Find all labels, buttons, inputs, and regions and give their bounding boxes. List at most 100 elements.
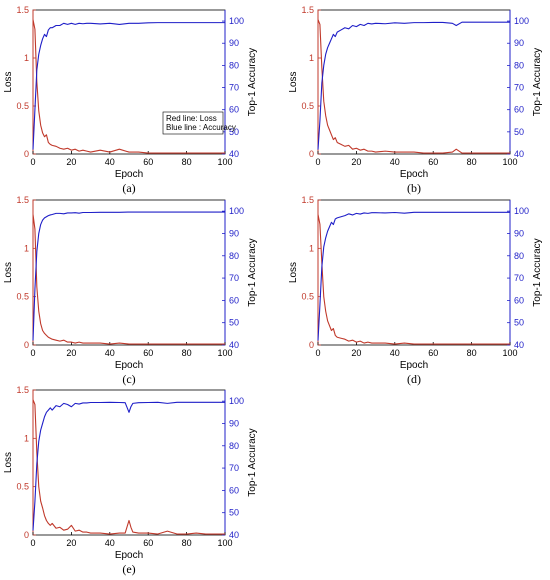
right-tick-label: 100 xyxy=(514,206,529,216)
left-tick-label: 0 xyxy=(309,149,314,159)
x-tick-label: 100 xyxy=(217,348,232,358)
x-tick-label: 0 xyxy=(30,157,35,167)
right-tick-label: 70 xyxy=(229,273,239,283)
right-tick-label: 40 xyxy=(229,340,239,350)
chart-panel-5: 0 20 40 60 80 100 0 0.5 1 1.5 40 50 60 70 80 90 100 Epoch… xyxy=(3,385,258,576)
y-axis-label-right: Top-1 Accuracy xyxy=(532,48,543,116)
x-tick-label: 20 xyxy=(66,348,76,358)
panel-caption: (d) xyxy=(407,372,421,386)
left-tick-label: 1 xyxy=(309,243,314,253)
left-tick-label: 1.5 xyxy=(301,195,314,205)
chart-panel-4: 0 20 40 60 80 100 0 0.5 1 1.5 40 50 60 70 80 90 100 Epoch… xyxy=(288,195,543,386)
y-axis-label-left: Loss xyxy=(288,262,299,283)
left-tick-label: 0 xyxy=(24,149,29,159)
x-axis-label: Epoch xyxy=(115,169,143,180)
right-tick-label: 40 xyxy=(514,149,524,159)
left-tick-label: 1 xyxy=(24,243,29,253)
x-axis-label: Epoch xyxy=(400,360,428,371)
x-tick-label: 100 xyxy=(217,157,232,167)
left-tick-label: 1 xyxy=(309,53,314,63)
right-tick-label: 80 xyxy=(229,60,239,70)
x-tick-label: 80 xyxy=(182,538,192,548)
panel-caption: (c) xyxy=(122,372,135,386)
x-axis-label: Epoch xyxy=(400,169,428,180)
y-axis-label-right: Top-1 Accuracy xyxy=(247,48,258,116)
left-tick-label: 0.5 xyxy=(16,292,29,302)
left-tick-label: 0 xyxy=(24,530,29,540)
accuracy-line xyxy=(32,211,225,341)
y-axis-label-right: Top-1 Accuracy xyxy=(247,238,258,306)
chart-panel-1: 0 20 40 60 80 100 0 0.5 1 1.5 40 50 60 70 80 90 100 Epoch… xyxy=(3,5,258,195)
y-axis-label-right: Top-1 Accuracy xyxy=(247,428,258,496)
right-tick-label: 50 xyxy=(514,127,524,137)
x-tick-label: 40 xyxy=(390,348,400,358)
x-tick-label: 20 xyxy=(351,157,361,167)
y-axis-label-left: Loss xyxy=(3,71,14,92)
left-tick-label: 1.5 xyxy=(16,385,29,395)
left-tick-label: 0 xyxy=(309,340,314,350)
right-tick-label: 60 xyxy=(229,105,239,115)
x-tick-label: 60 xyxy=(143,157,153,167)
x-tick-label: 20 xyxy=(66,538,76,548)
x-tick-label: 80 xyxy=(182,157,192,167)
legend-accuracy-text: Blue line : Accuracy xyxy=(166,123,236,132)
left-tick-label: 1 xyxy=(24,433,29,443)
right-tick-label: 40 xyxy=(514,340,524,350)
right-tick-label: 100 xyxy=(229,396,244,406)
panel-caption: (e) xyxy=(122,562,135,576)
right-tick-label: 90 xyxy=(229,228,239,238)
x-tick-label: 60 xyxy=(428,348,438,358)
right-tick-label: 90 xyxy=(514,38,524,48)
chart-panel-2: 0 20 40 60 80 100 0 0.5 1 1.5 40 50 60 70 80 90 100 Epoch… xyxy=(288,5,543,195)
y-axis-label-left: Loss xyxy=(3,452,14,473)
x-tick-label: 80 xyxy=(182,348,192,358)
accuracy-line xyxy=(32,22,225,150)
left-tick-label: 0.5 xyxy=(301,101,314,111)
left-tick-label: 0 xyxy=(24,340,29,350)
right-tick-label: 70 xyxy=(229,83,239,93)
right-tick-label: 80 xyxy=(229,441,239,451)
x-tick-label: 80 xyxy=(467,157,477,167)
right-tick-label: 90 xyxy=(229,38,239,48)
right-tick-label: 90 xyxy=(229,418,239,428)
right-tick-label: 60 xyxy=(514,295,524,305)
x-tick-label: 100 xyxy=(502,157,517,167)
right-tick-label: 50 xyxy=(229,127,239,137)
accuracy-line xyxy=(317,211,510,341)
right-tick-label: 40 xyxy=(229,530,239,540)
x-tick-label: 0 xyxy=(315,157,320,167)
right-tick-label: 50 xyxy=(229,318,239,328)
right-tick-label: 80 xyxy=(229,251,239,261)
right-tick-label: 100 xyxy=(229,206,244,216)
x-axis-label: Epoch xyxy=(115,550,143,561)
right-tick-label: 70 xyxy=(229,463,239,473)
right-tick-label: 100 xyxy=(514,16,529,26)
right-tick-label: 50 xyxy=(514,318,524,328)
right-tick-label: 60 xyxy=(229,295,239,305)
right-tick-label: 100 xyxy=(229,16,244,26)
left-tick-label: 1 xyxy=(24,53,29,63)
left-tick-label: 0.5 xyxy=(301,292,314,302)
right-tick-label: 80 xyxy=(514,60,524,70)
x-tick-label: 40 xyxy=(105,348,115,358)
loss-line xyxy=(32,214,225,345)
panel-caption: (a) xyxy=(122,181,135,195)
loss-line xyxy=(32,399,225,535)
right-tick-label: 60 xyxy=(229,485,239,495)
chart-panel-3: 0 20 40 60 80 100 0 0.5 1 1.5 40 50 60 70 80 90 100 Epoch… xyxy=(3,195,258,386)
right-tick-label: 80 xyxy=(514,251,524,261)
legend-box xyxy=(162,111,224,135)
loss-line xyxy=(32,19,225,154)
left-tick-label: 1.5 xyxy=(16,195,29,205)
y-axis-label-left: Loss xyxy=(288,71,299,92)
x-tick-label: 100 xyxy=(502,348,517,358)
x-tick-label: 40 xyxy=(105,538,115,548)
y-axis-label-left: Loss xyxy=(3,262,14,283)
left-tick-label: 1.5 xyxy=(16,5,29,15)
x-tick-label: 20 xyxy=(351,348,361,358)
x-tick-label: 100 xyxy=(217,538,232,548)
right-tick-label: 40 xyxy=(229,149,239,159)
y-axis-label-right: Top-1 Accuracy xyxy=(532,238,543,306)
accuracy-line xyxy=(32,401,225,531)
